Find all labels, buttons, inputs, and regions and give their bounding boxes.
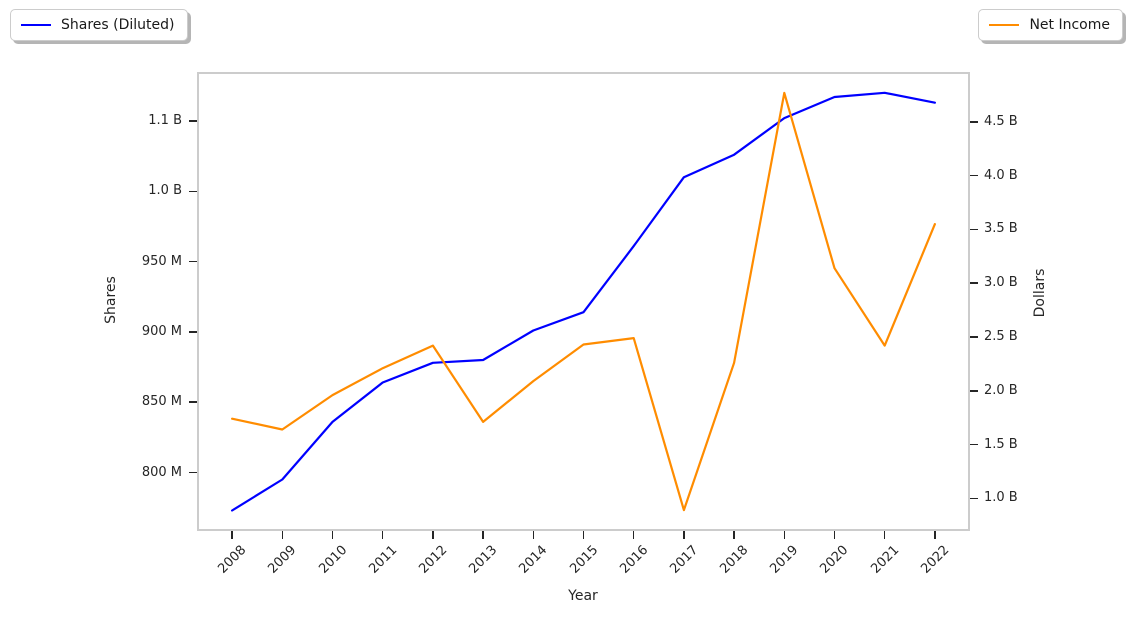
y-tick-right [970, 443, 978, 446]
x-tick-label: 2011 [366, 542, 401, 577]
y-tick-label-left: 1.1 B [148, 112, 182, 128]
y-tick-left [189, 331, 197, 333]
legend-shares-diluted: Shares (Diluted) [10, 9, 188, 41]
x-tick [381, 531, 384, 539]
x-tick-label: 2014 [516, 542, 551, 577]
x-tick [231, 531, 233, 539]
x-tick [482, 531, 484, 539]
y-tick-left [189, 120, 197, 122]
x-tick-label: 2010 [315, 542, 350, 577]
x-tick-label: 2022 [918, 542, 953, 577]
y-tick-left [189, 260, 197, 263]
y-tick-left [189, 401, 197, 403]
x-tick [432, 531, 434, 539]
x-tick-label: 2009 [265, 542, 300, 577]
x-tick-label: 2020 [817, 542, 852, 577]
y-tick-right [970, 228, 978, 231]
x-tick [883, 531, 886, 539]
x-tick-label: 2015 [566, 542, 601, 577]
y-tick-right [970, 497, 978, 500]
legend-shares-label: Shares (Diluted) [61, 17, 175, 33]
x-tick-label: 2021 [867, 542, 902, 577]
y-tick-right [970, 174, 978, 177]
y-tick-left [189, 471, 197, 474]
y-tick-label-right: 4.5 B [984, 113, 1018, 129]
y-tick-label-left: 800 M [141, 464, 182, 480]
net-income-line [230, 91, 937, 512]
y-tick-right [970, 121, 978, 123]
x-tick [934, 531, 936, 539]
x-tick [833, 531, 836, 539]
shares-line [230, 91, 937, 512]
x-tick-label: 2018 [717, 542, 752, 577]
y-tick-label-left: 1.0 B [148, 183, 182, 199]
x-tick [532, 531, 535, 539]
legend-net-income-label: Net Income [1029, 17, 1110, 33]
y-tick-label-right: 2.5 B [984, 328, 1018, 344]
y-tick-label-right: 3.0 B [984, 275, 1018, 291]
y-tick-label-left: 900 M [141, 323, 182, 339]
x-tick-label: 2016 [616, 542, 652, 577]
plot-canvas [230, 91, 937, 512]
y-tick-right [970, 336, 978, 338]
x-tick-label: 2019 [767, 542, 802, 577]
x-tick-label: 2017 [667, 542, 702, 577]
x-tick [331, 531, 334, 539]
y-tick-label-right: 1.0 B [984, 490, 1018, 506]
y-tick-left [189, 190, 197, 192]
x-tick-label: 2008 [215, 542, 250, 577]
x-axis-title: Year [568, 588, 598, 604]
x-tick [582, 531, 585, 539]
y-tick-label-left: 850 M [141, 394, 182, 410]
legend-net-income: Net Income [978, 9, 1123, 41]
plot-area [197, 72, 970, 531]
y-tick-label-right: 4.0 B [984, 167, 1018, 183]
x-tick [783, 531, 786, 539]
y-tick-right [970, 390, 978, 392]
left-axis-title: Shares [103, 276, 119, 324]
x-tick [281, 531, 284, 539]
net-income-line-swatch [989, 24, 1020, 26]
x-tick-label: 2013 [466, 542, 501, 577]
y-tick-right [970, 282, 978, 284]
x-tick [683, 531, 685, 539]
x-tick [632, 531, 635, 539]
y-tick-label-right: 2.0 B [984, 382, 1018, 398]
x-tick [733, 531, 735, 539]
y-tick-label-right: 3.5 B [984, 221, 1018, 237]
x-tick-label: 2012 [416, 542, 451, 577]
shares-line-swatch [21, 24, 51, 26]
y-tick-label-right: 1.5 B [984, 436, 1018, 452]
y-tick-label-left: 950 M [141, 253, 182, 269]
